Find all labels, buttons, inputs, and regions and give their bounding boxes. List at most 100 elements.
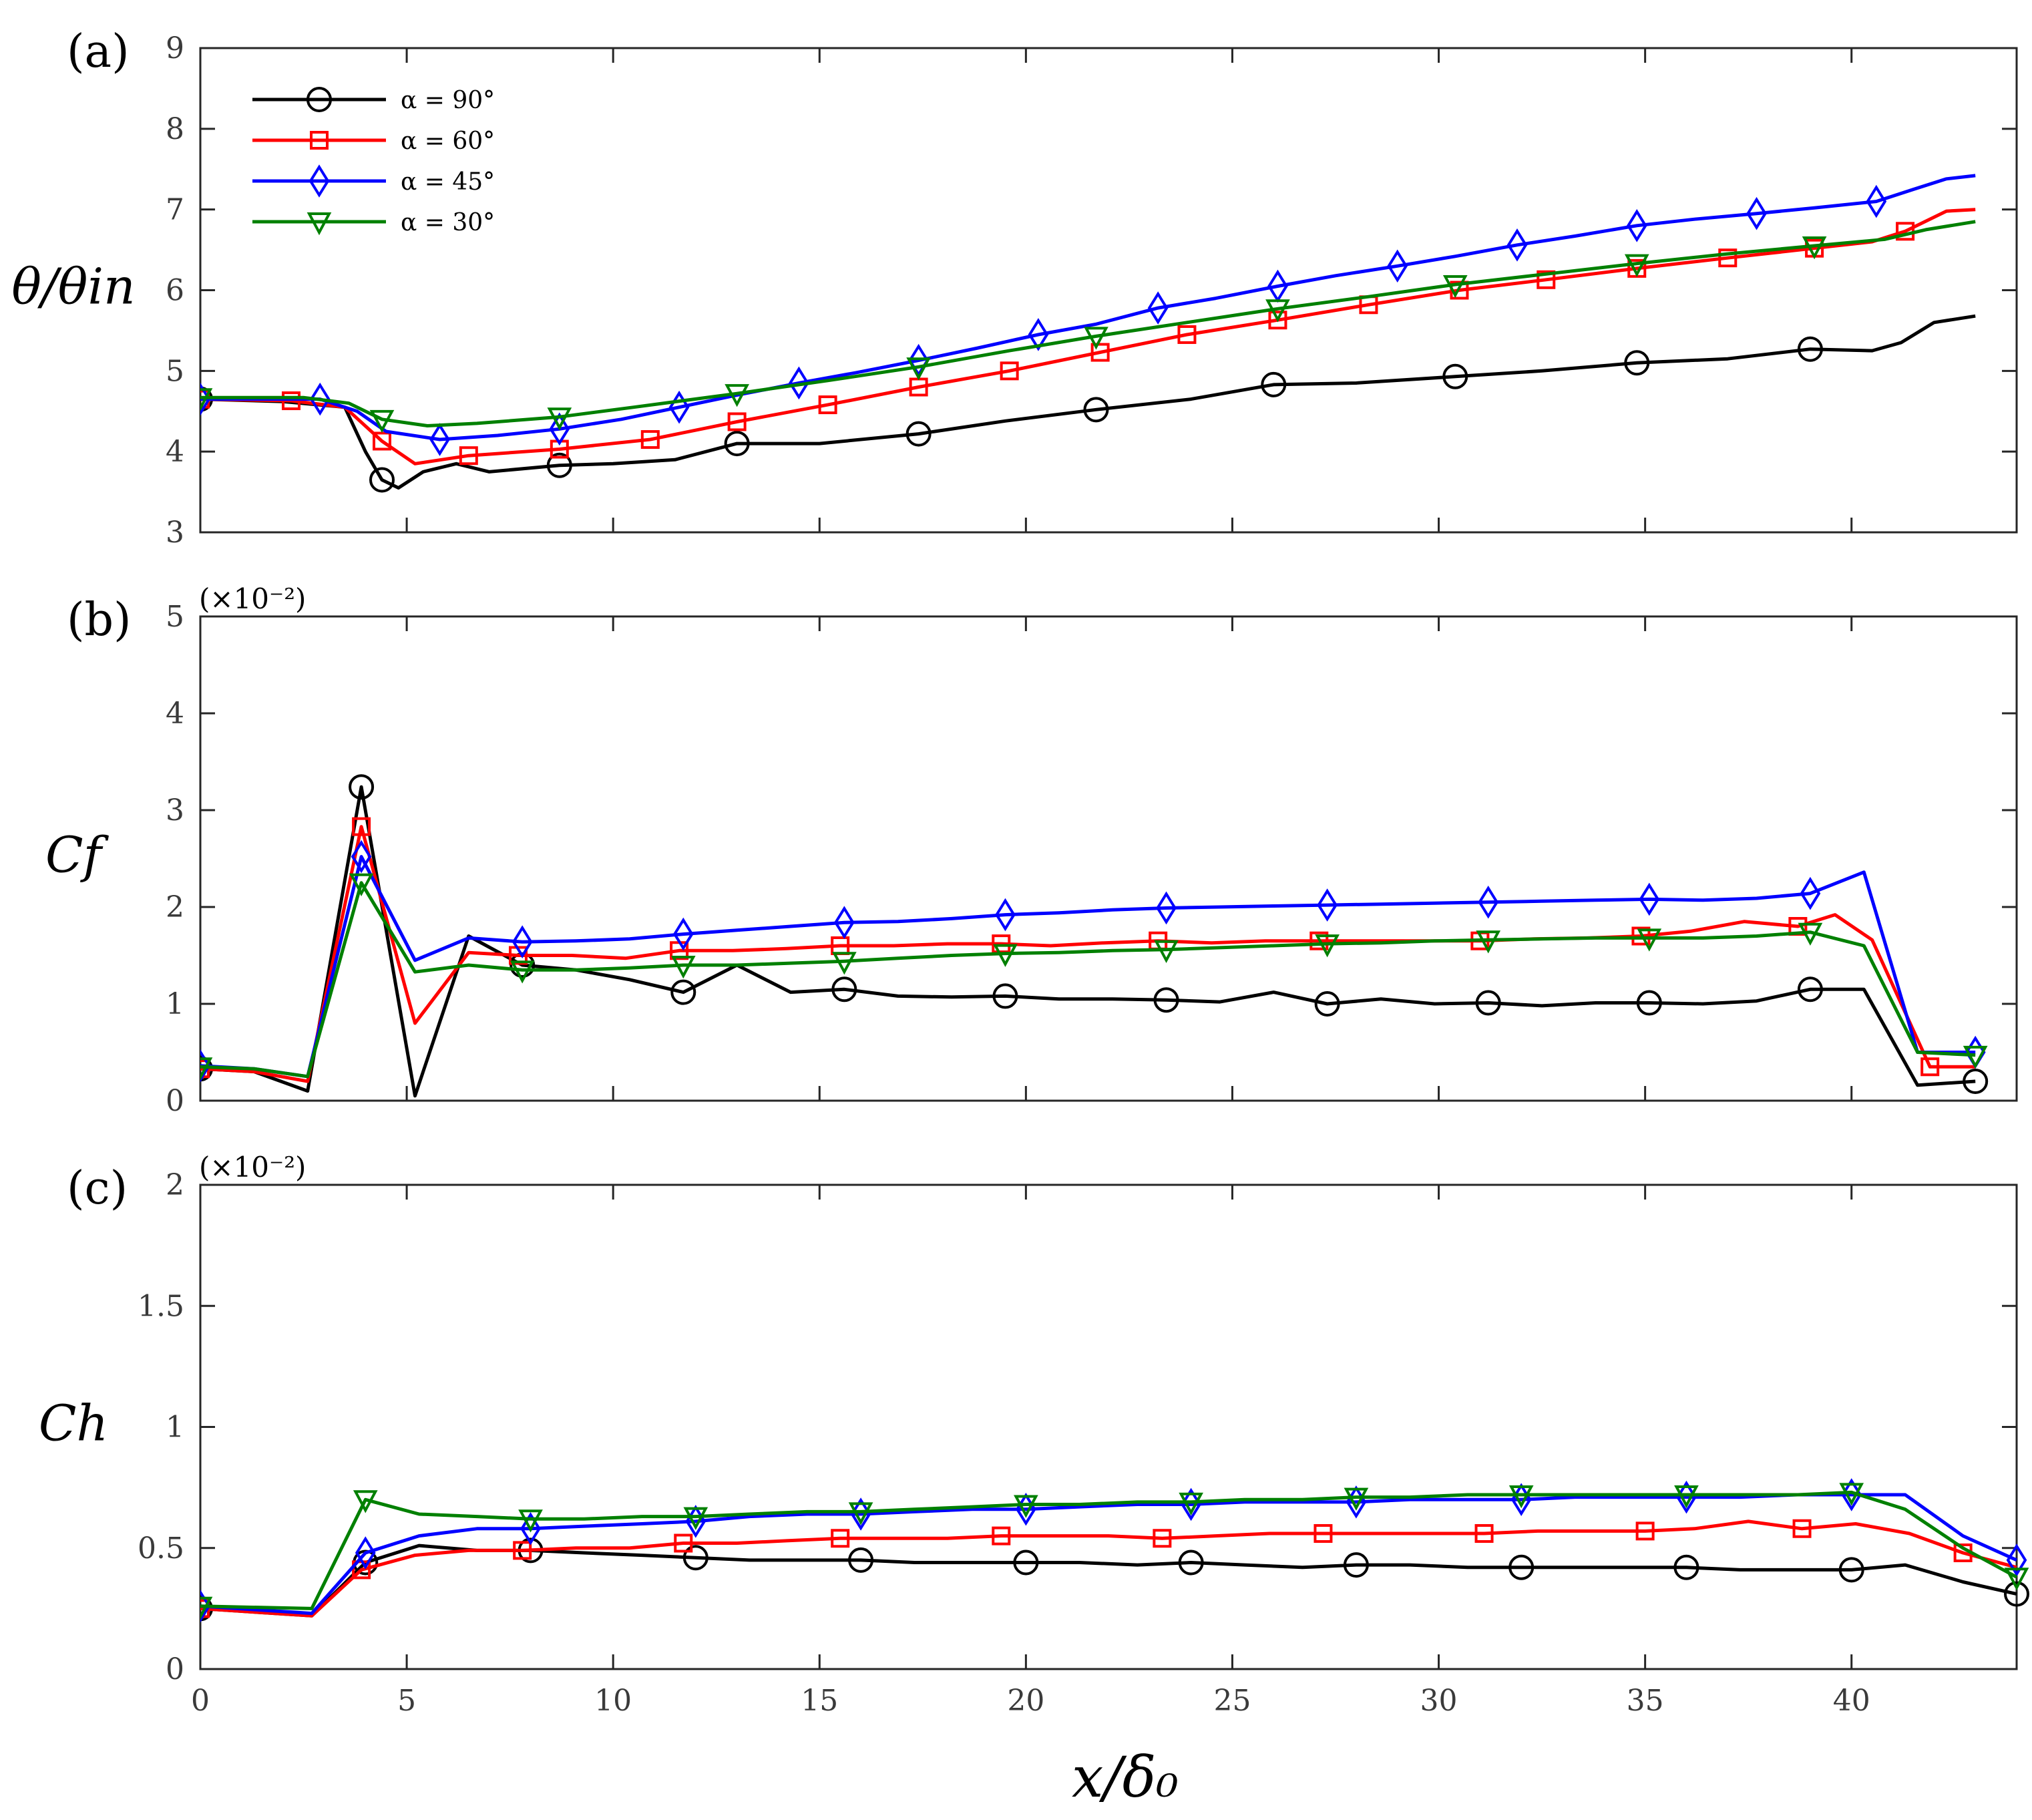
data-point xyxy=(1963,1045,1988,1069)
data-point xyxy=(349,873,374,896)
axes-box xyxy=(199,615,2018,1102)
data-point xyxy=(200,1057,213,1081)
y-tick-label: 0 xyxy=(166,1652,184,1686)
data-point xyxy=(724,431,750,457)
data-point xyxy=(1673,1554,1699,1580)
data-point xyxy=(1475,990,1501,1016)
data-point xyxy=(834,906,855,939)
y-tick-label: 3 xyxy=(166,516,184,550)
data-point xyxy=(1265,299,1290,323)
data-point xyxy=(1639,882,1660,916)
series-line xyxy=(200,881,1976,1079)
data-point xyxy=(1476,930,1501,954)
data-point xyxy=(369,467,395,493)
data-point xyxy=(459,446,478,466)
data-point xyxy=(832,952,857,975)
data-point xyxy=(831,1529,850,1548)
data-point xyxy=(995,898,1016,932)
data-point xyxy=(818,395,837,415)
y-axis-label: Cf xyxy=(45,827,110,884)
series-group xyxy=(200,1478,2029,1623)
panel-label: (c) xyxy=(67,1162,128,1215)
data-point xyxy=(1153,1529,1172,1548)
data-point xyxy=(1154,940,1179,964)
data-point xyxy=(1000,361,1019,381)
data-point xyxy=(1798,922,1823,946)
x-tick-label: 30 xyxy=(1420,1684,1458,1718)
data-point xyxy=(640,430,660,449)
data-point xyxy=(1090,343,1110,362)
data-point xyxy=(547,407,572,431)
data-point xyxy=(1839,1483,1864,1506)
y-tick-label: 6 xyxy=(166,274,184,308)
series-line xyxy=(200,220,1976,427)
series-line xyxy=(200,1543,2017,1618)
data-point xyxy=(351,840,372,874)
data-point xyxy=(1718,248,1738,268)
data-point xyxy=(1442,363,1468,389)
data-point xyxy=(789,366,809,400)
data-point xyxy=(352,817,371,836)
series-line xyxy=(200,174,1976,441)
data-point xyxy=(1537,270,1556,289)
data-point xyxy=(2004,1568,2029,1591)
data-point xyxy=(1261,371,1287,397)
data-point xyxy=(672,917,694,951)
data-point xyxy=(200,1589,211,1623)
data-point xyxy=(1179,1492,1203,1516)
data-point xyxy=(1797,976,1823,1003)
data-point xyxy=(992,934,1011,954)
y-tick-label: 4 xyxy=(166,697,184,731)
data-point xyxy=(908,343,929,377)
data-point xyxy=(512,925,533,958)
x-tick-label: 40 xyxy=(1833,1684,1870,1718)
data-point xyxy=(1387,249,1408,283)
y-tick-label: 0.5 xyxy=(138,1531,184,1566)
legend-entry: α = 90° xyxy=(401,87,495,114)
legend-entry: α = 30° xyxy=(401,209,495,236)
axis-multiplier: (×10⁻²) xyxy=(199,582,306,615)
data-point xyxy=(992,983,1018,1009)
panel-label: (b) xyxy=(67,594,132,647)
data-point xyxy=(848,1547,874,1573)
data-point xyxy=(1508,1554,1535,1580)
data-point xyxy=(200,382,211,416)
data-point xyxy=(1624,254,1649,277)
data-point xyxy=(670,979,696,1005)
y-axis-label: θ/θin xyxy=(11,258,135,316)
data-point xyxy=(518,1509,543,1533)
data-point xyxy=(683,1507,708,1530)
data-point xyxy=(1313,1524,1333,1543)
data-point xyxy=(1792,1519,1812,1538)
data-point xyxy=(848,1502,873,1525)
series-line xyxy=(200,208,1976,466)
data-point xyxy=(1028,318,1049,351)
data-point xyxy=(674,1533,693,1553)
data-point xyxy=(513,1541,532,1560)
data-point xyxy=(200,388,213,411)
panel-b: 0 1 2 3 4 5 (b) Cf (×10⁻²) xyxy=(45,582,2018,1118)
data-point xyxy=(1014,1495,1038,1518)
series-group xyxy=(200,174,1976,493)
x-tick-label: 5 xyxy=(397,1684,416,1718)
series-line xyxy=(200,1490,2018,1610)
data-point xyxy=(510,960,535,984)
data-point xyxy=(727,412,747,431)
data-point xyxy=(429,423,450,456)
panel-c: 00.511.520 5 10 15 20 25 30 35 40(c)Ch(×10⁻²) xyxy=(39,1151,2029,1718)
y-tick-label: 2 xyxy=(166,1168,184,1202)
legend-marker xyxy=(307,87,332,112)
data-point xyxy=(1626,209,1647,242)
data-point xyxy=(670,956,696,979)
data-point xyxy=(549,412,570,446)
data-point xyxy=(520,1511,541,1545)
series-line xyxy=(200,825,1976,1083)
data-point xyxy=(355,1536,376,1570)
data-point xyxy=(1508,1485,1534,1509)
data-point xyxy=(546,452,572,478)
data-point xyxy=(1746,196,1767,230)
x-tick-label: 0 xyxy=(191,1684,210,1718)
data-point xyxy=(1083,397,1109,423)
